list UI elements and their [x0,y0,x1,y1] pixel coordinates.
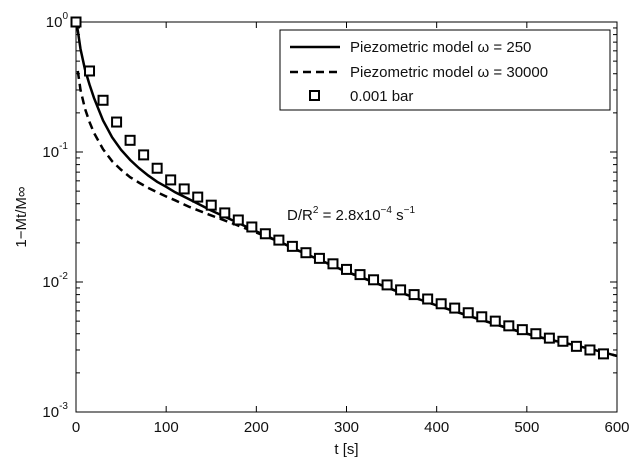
data-point-square [584,344,596,356]
data-point-square [435,298,447,310]
y-tick-label: 10-3 [42,401,68,421]
data-point-square [354,269,366,281]
y-axis-label: 1−Mt/M∞ [13,186,30,247]
legend: Piezometric model ω = 250 Piezometric mo… [279,29,611,111]
data-point-square [70,16,82,28]
data-point-square [381,279,393,291]
legend-label-omega-250: Piezometric model ω = 250 [350,39,531,56]
data-point-square [462,307,474,319]
data-point-square [124,134,136,146]
data-point-square [232,214,244,226]
data-point-square [395,284,407,296]
data-point-square [111,116,123,128]
data-point-square [273,234,285,246]
data-point-square [341,263,352,275]
x-tick-label: 300 [334,419,359,436]
data-point-square [368,274,380,286]
series-markers [70,16,609,360]
x-tick-label: 400 [424,419,449,436]
data-point-square [138,149,150,161]
data-point-square [84,65,96,77]
x-tick-label: 500 [514,419,539,436]
data-point-square [205,199,217,211]
x-tick-label: 600 [604,419,629,436]
data-point-square [151,162,163,174]
data-point-square [313,252,325,264]
y-tick-base: 10 [42,404,59,421]
y-tick-label: 100 [46,11,69,31]
data-point-square [449,302,461,314]
data-point-square [489,315,501,327]
data-point-square [192,191,204,203]
data-point-square [259,228,271,240]
x-axis-label: t [s] [334,441,358,458]
y-tick-label: 10-1 [42,141,68,161]
y-tick-base: 10 [42,144,59,161]
data-point-square [516,324,528,336]
data-point-square [97,94,109,106]
data-point-square [570,340,582,352]
y-tick-base: 10 [46,14,63,31]
data-point-square [300,247,312,259]
legend-label-0001-bar: 0.001 bar [350,88,413,105]
y-tick-exponent: -2 [59,271,68,282]
data-point-square [178,183,190,195]
data-point-square [246,221,258,233]
data-point-square [219,207,231,219]
legend-label-omega-30000: Piezometric model ω = 30000 [350,64,548,81]
y-tick-exponent: 0 [62,11,68,22]
data-point-square [503,320,515,332]
y-tick-exponent: -3 [59,401,68,412]
data-point-square [165,174,177,186]
data-point-square [422,293,434,305]
x-tick-label: 100 [154,419,179,436]
legend-box [279,29,611,111]
data-point-square [327,258,339,270]
y-tick-label: 10-2 [42,271,68,291]
diffusivity-annotation: D/R2 = 2.8x10−4 s−1 [287,205,415,224]
y-tick-base: 10 [42,274,59,291]
data-point-square [597,348,609,360]
data-point-square [408,289,420,301]
data-point-square [530,328,542,340]
y-tick-exponent: -1 [59,141,68,152]
x-tick-label: 0 [72,419,80,436]
data-point-square [476,311,488,323]
data-point-square [557,335,569,347]
legend-marker-square [309,90,320,101]
data-point-square [286,240,298,252]
x-tick-label: 200 [244,419,269,436]
data-point-square [543,332,555,344]
